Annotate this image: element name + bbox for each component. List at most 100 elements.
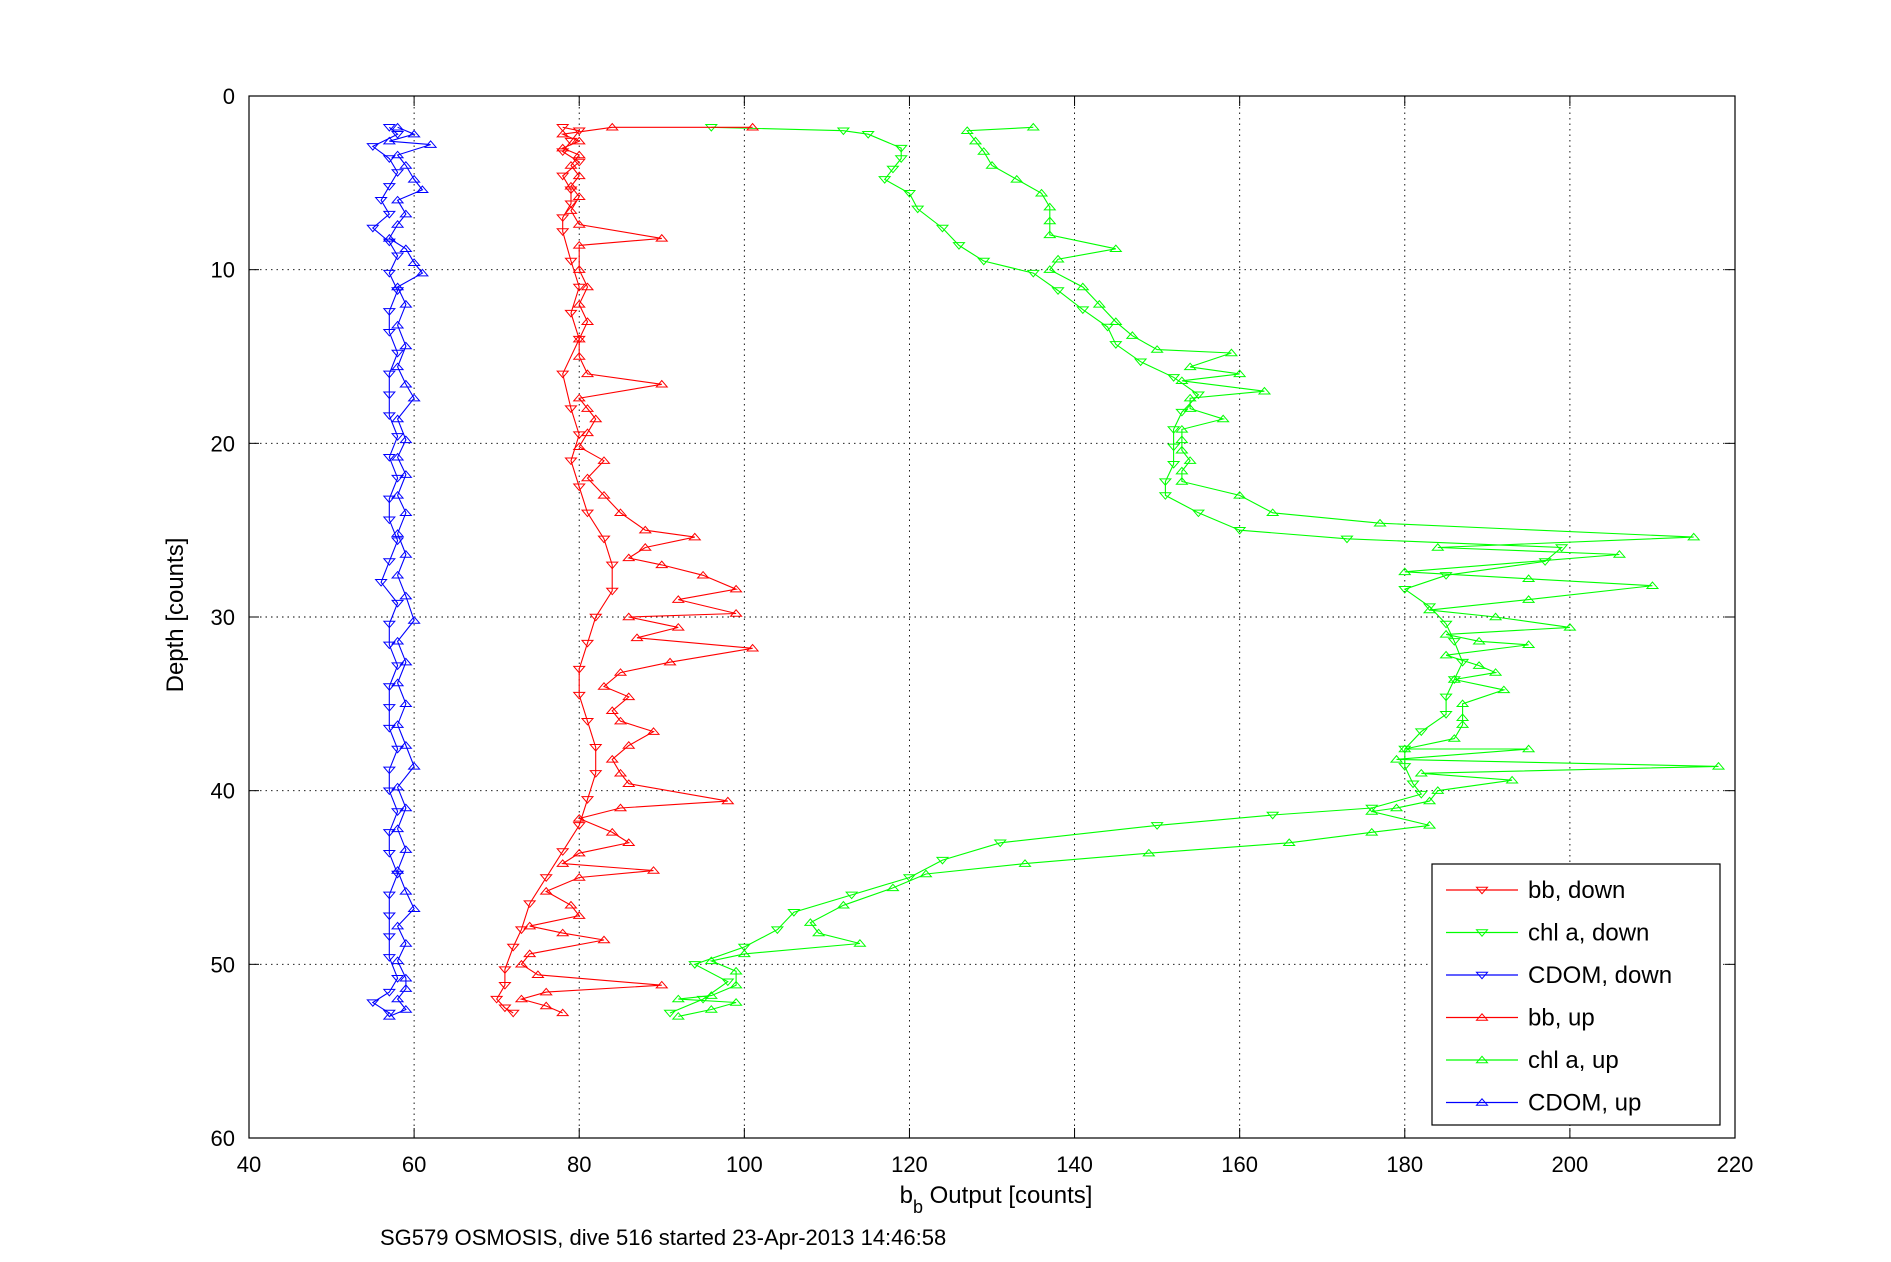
data-point: [391, 599, 405, 608]
data-point: [886, 883, 900, 892]
data-point: [382, 704, 396, 712]
legend-marker: [1475, 971, 1489, 980]
data-point: [382, 558, 396, 566]
data-point: [861, 130, 875, 139]
data-point: [556, 143, 570, 152]
data-point: [531, 970, 545, 978]
data-point: [399, 845, 413, 853]
x-tick-label: 80: [567, 1152, 591, 1177]
data-point: [382, 516, 396, 525]
data-point: [572, 873, 586, 881]
y-tick-label: 10: [211, 258, 235, 283]
data-point: [919, 869, 933, 878]
data-point: [391, 994, 405, 1003]
data-point: [539, 886, 553, 895]
data-point: [391, 808, 405, 816]
data-point: [1175, 376, 1189, 385]
series-chl-a-up: [671, 122, 1726, 1020]
data-point: [572, 483, 586, 492]
data-point: [589, 613, 603, 622]
data-point: [977, 257, 991, 266]
data-point: [415, 185, 429, 194]
data-point: [638, 543, 652, 551]
data-point: [382, 391, 396, 400]
data-point: [1043, 265, 1057, 273]
data-point: [638, 525, 652, 534]
data-point: [1489, 668, 1503, 676]
data-point: [1522, 595, 1536, 603]
data-point: [1447, 734, 1461, 742]
data-point: [729, 980, 743, 989]
caption: SG579 OSMOSIS, dive 516 started 23-Apr-2…: [380, 1225, 946, 1250]
legend-item-bb-down: bb, down: [1446, 877, 1625, 904]
data-point: [399, 657, 413, 666]
data-point: [391, 570, 405, 579]
data-point: [366, 999, 380, 1008]
data-point: [424, 140, 438, 148]
data-point: [556, 1008, 570, 1017]
data-point: [382, 766, 396, 775]
data-point: [1489, 612, 1503, 621]
data-point: [391, 866, 405, 874]
data-point: [1158, 492, 1172, 500]
data-point: [399, 886, 413, 895]
series-line-cdom-up: [388, 126, 431, 1017]
data-point: [1175, 408, 1189, 417]
data-point: [1422, 603, 1437, 612]
legend-label: CDOM, up: [1528, 1090, 1641, 1117]
data-point: [415, 268, 429, 277]
data-point: [902, 190, 917, 198]
x-axis-label: bb Output [counts]: [900, 1182, 1093, 1217]
data-point: [655, 233, 669, 242]
data-point: [1431, 786, 1445, 794]
data-point: [580, 509, 595, 518]
legend-marker: [1475, 1098, 1489, 1106]
data-point: [746, 643, 760, 652]
data-point: [391, 414, 405, 423]
data-point: [688, 532, 702, 541]
data-point: [523, 921, 537, 930]
data-point: [1100, 323, 1115, 332]
data-point: [399, 973, 413, 982]
data-point: [1455, 699, 1470, 708]
data-point: [580, 317, 595, 325]
data-point: [391, 921, 405, 930]
data-point: [556, 370, 570, 379]
data-point: [572, 240, 586, 249]
y-tick-label: 30: [211, 605, 235, 630]
data-point: [391, 662, 405, 671]
data-point: [1472, 636, 1486, 645]
legend-item-chl-a-up: chl a, up: [1446, 1047, 1619, 1074]
data-point: [1439, 711, 1453, 719]
data-point: [580, 369, 595, 378]
data-point: [1406, 780, 1420, 789]
data-point: [1522, 744, 1536, 753]
data-point: [960, 126, 974, 134]
data-point: [663, 657, 677, 666]
data-point: [580, 796, 595, 804]
data-point: [1266, 508, 1280, 517]
data-point: [399, 591, 413, 600]
x-tick-label: 100: [726, 1152, 763, 1177]
data-point: [1414, 790, 1428, 799]
data-point: [1439, 629, 1453, 638]
data-point: [498, 1004, 512, 1013]
series-line-chl-a-down: [669, 126, 1564, 1014]
data-point: [1455, 658, 1470, 667]
data-point: [382, 308, 396, 316]
data-point: [1183, 393, 1197, 402]
data-point: [572, 158, 586, 167]
data-point: [1645, 581, 1660, 589]
data-point: [1522, 574, 1536, 583]
data-point: [613, 803, 628, 812]
data-point: [787, 909, 801, 917]
data-point: [1233, 490, 1247, 499]
data-point: [556, 928, 570, 937]
data-point: [539, 987, 553, 996]
data-point: [564, 900, 578, 909]
data-point: [1134, 358, 1148, 367]
data-point: [391, 362, 405, 371]
data-point: [506, 943, 520, 952]
data-point: [580, 639, 595, 648]
